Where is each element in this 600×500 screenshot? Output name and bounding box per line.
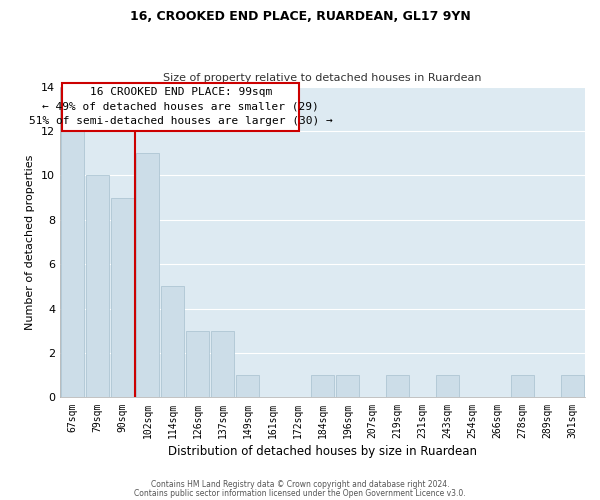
- Bar: [561, 375, 584, 398]
- Bar: [211, 331, 233, 398]
- Bar: [111, 198, 134, 398]
- X-axis label: Distribution of detached houses by size in Ruardean: Distribution of detached houses by size …: [168, 444, 477, 458]
- Title: Size of property relative to detached houses in Ruardean: Size of property relative to detached ho…: [163, 73, 482, 83]
- FancyBboxPatch shape: [62, 83, 299, 131]
- Bar: [61, 131, 83, 398]
- Bar: [386, 375, 409, 398]
- Bar: [436, 375, 459, 398]
- Bar: [136, 153, 158, 398]
- Y-axis label: Number of detached properties: Number of detached properties: [25, 154, 35, 330]
- Text: 16 CROOKED END PLACE: 99sqm: 16 CROOKED END PLACE: 99sqm: [89, 87, 272, 97]
- Text: Contains HM Land Registry data © Crown copyright and database right 2024.: Contains HM Land Registry data © Crown c…: [151, 480, 449, 489]
- Bar: [511, 375, 534, 398]
- Bar: [186, 331, 209, 398]
- Text: 16, CROOKED END PLACE, RUARDEAN, GL17 9YN: 16, CROOKED END PLACE, RUARDEAN, GL17 9Y…: [130, 10, 470, 23]
- Bar: [86, 176, 109, 398]
- Bar: [161, 286, 184, 398]
- Bar: [311, 375, 334, 398]
- Bar: [336, 375, 359, 398]
- Text: ← 49% of detached houses are smaller (29): ← 49% of detached houses are smaller (29…: [43, 102, 319, 112]
- Text: Contains public sector information licensed under the Open Government Licence v3: Contains public sector information licen…: [134, 488, 466, 498]
- Bar: [236, 375, 259, 398]
- Text: 51% of semi-detached houses are larger (30) →: 51% of semi-detached houses are larger (…: [29, 116, 332, 126]
